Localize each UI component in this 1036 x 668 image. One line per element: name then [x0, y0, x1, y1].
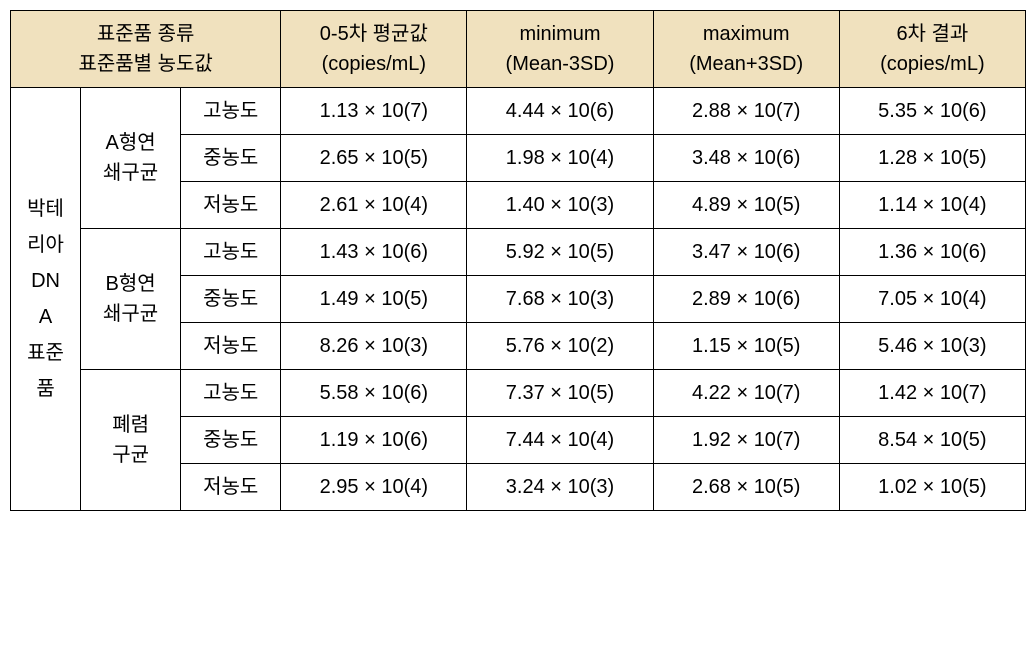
cell-max: 1.15 × 10(5) — [653, 323, 839, 370]
header-r6-line2: (copies/mL) — [844, 49, 1021, 79]
cell-max: 4.22 × 10(7) — [653, 370, 839, 417]
cell-r6: 1.36 × 10(6) — [839, 229, 1025, 276]
conc-mid: 중농도 — [181, 135, 281, 182]
table-row: B형연쇄구균 고농도 1.43 × 10(6) 5.92 × 10(5) 3.4… — [11, 229, 1026, 276]
cell-max: 4.89 × 10(5) — [653, 182, 839, 229]
cell-avg: 2.61 × 10(4) — [281, 182, 467, 229]
cell-avg: 5.58 × 10(6) — [281, 370, 467, 417]
table-row: 박테리아DNA표준품 A형연쇄구균 고농도 1.13 × 10(7) 4.44 … — [11, 88, 1026, 135]
header-avg-line1: 0-5차 평균값 — [285, 19, 462, 49]
cell-max: 2.68 × 10(5) — [653, 464, 839, 511]
cell-avg: 2.65 × 10(5) — [281, 135, 467, 182]
cell-r6: 1.42 × 10(7) — [839, 370, 1025, 417]
cell-r6: 1.02 × 10(5) — [839, 464, 1025, 511]
conc-mid: 중농도 — [181, 276, 281, 323]
header-avg: 0-5차 평균값 (copies/mL) — [281, 11, 467, 88]
group-B-cell: B형연쇄구균 — [81, 229, 181, 370]
conc-high: 고농도 — [181, 88, 281, 135]
conc-low: 저농도 — [181, 182, 281, 229]
cell-avg: 1.43 × 10(6) — [281, 229, 467, 276]
cell-r6: 7.05 × 10(4) — [839, 276, 1025, 323]
group-B-label: B형연쇄구균 — [85, 269, 176, 329]
header-min: minimum (Mean-3SD) — [467, 11, 653, 88]
conc-low: 저농도 — [181, 323, 281, 370]
cell-max: 3.48 × 10(6) — [653, 135, 839, 182]
cell-r6: 1.14 × 10(4) — [839, 182, 1025, 229]
cell-r6: 5.35 × 10(6) — [839, 88, 1025, 135]
cell-r6: 8.54 × 10(5) — [839, 417, 1025, 464]
cell-max: 3.47 × 10(6) — [653, 229, 839, 276]
cell-min: 1.40 × 10(3) — [467, 182, 653, 229]
header-avg-line2: (copies/mL) — [285, 49, 462, 79]
header-r6: 6차 결과 (copies/mL) — [839, 11, 1025, 88]
header-row: 표준품 종류 표준품별 농도값 0-5차 평균값 (copies/mL) min… — [11, 11, 1026, 88]
category-cell: 박테리아DNA표준품 — [11, 88, 81, 511]
cell-min: 3.24 × 10(3) — [467, 464, 653, 511]
cell-max: 2.88 × 10(7) — [653, 88, 839, 135]
cell-max: 1.92 × 10(7) — [653, 417, 839, 464]
conc-low: 저농도 — [181, 464, 281, 511]
header-concentration-label: 표준품별 농도값 — [15, 49, 276, 79]
header-max: maximum (Mean+3SD) — [653, 11, 839, 88]
cell-min: 7.44 × 10(4) — [467, 417, 653, 464]
cell-avg: 8.26 × 10(3) — [281, 323, 467, 370]
cell-max: 2.89 × 10(6) — [653, 276, 839, 323]
cell-avg: 1.49 × 10(5) — [281, 276, 467, 323]
header-r6-line1: 6차 결과 — [844, 19, 1021, 49]
conc-high: 고농도 — [181, 370, 281, 417]
cell-r6: 1.28 × 10(5) — [839, 135, 1025, 182]
header-type-concentration: 표준품 종류 표준품별 농도값 — [11, 11, 281, 88]
conc-mid: 중농도 — [181, 417, 281, 464]
header-type-label: 표준품 종류 — [15, 19, 276, 49]
cell-min: 7.68 × 10(3) — [467, 276, 653, 323]
table-body: 박테리아DNA표준품 A형연쇄구균 고농도 1.13 × 10(7) 4.44 … — [11, 88, 1026, 511]
dna-standards-table: 표준품 종류 표준품별 농도값 0-5차 평균값 (copies/mL) min… — [10, 10, 1026, 511]
cell-avg: 2.95 × 10(4) — [281, 464, 467, 511]
cell-min: 5.76 × 10(2) — [467, 323, 653, 370]
cell-min: 1.98 × 10(4) — [467, 135, 653, 182]
cell-min: 7.37 × 10(5) — [467, 370, 653, 417]
cell-r6: 5.46 × 10(3) — [839, 323, 1025, 370]
group-A-label: A형연쇄구균 — [85, 128, 176, 188]
table-header: 표준품 종류 표준품별 농도값 0-5차 평균값 (copies/mL) min… — [11, 11, 1026, 88]
cell-min: 5.92 × 10(5) — [467, 229, 653, 276]
group-C-label: 폐렴구균 — [85, 410, 176, 470]
group-A-cell: A형연쇄구균 — [81, 88, 181, 229]
group-C-cell: 폐렴구균 — [81, 370, 181, 511]
cell-avg: 1.13 × 10(7) — [281, 88, 467, 135]
table-row: 폐렴구균 고농도 5.58 × 10(6) 7.37 × 10(5) 4.22 … — [11, 370, 1026, 417]
conc-high: 고농도 — [181, 229, 281, 276]
header-max-line1: maximum — [658, 19, 835, 49]
header-min-line2: (Mean-3SD) — [471, 49, 648, 79]
cell-min: 4.44 × 10(6) — [467, 88, 653, 135]
cell-avg: 1.19 × 10(6) — [281, 417, 467, 464]
header-max-line2: (Mean+3SD) — [658, 49, 835, 79]
header-min-line1: minimum — [471, 19, 648, 49]
